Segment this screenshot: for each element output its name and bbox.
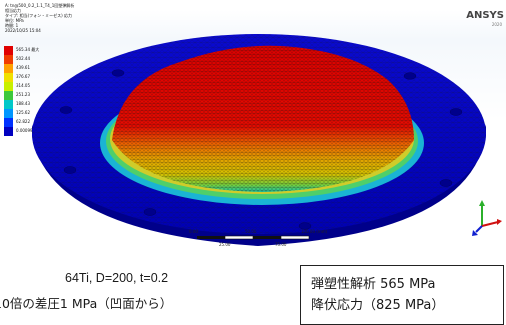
scale-label: 75.00 <box>275 242 287 247</box>
legend-swatch <box>4 46 13 55</box>
legend-swatch <box>4 55 13 64</box>
legend-swatch <box>4 127 13 136</box>
header-line-4: 単位: MPa <box>5 18 24 23</box>
header-line-5: 時間: 1 <box>5 23 19 28</box>
ansys-version: 2020 <box>491 22 502 27</box>
legend-swatch <box>4 118 13 127</box>
axis-triad[interactable] <box>470 198 504 238</box>
legend-label: 251.23 <box>16 92 30 97</box>
legend-label: 0.00099... 最小 <box>16 128 46 133</box>
scale-bar: 0.00 50.00 100.00 (mm) 25.00 75.00 <box>183 229 353 253</box>
legend-label: 565.34 最大 <box>16 47 40 52</box>
result-header: A: tn@500_0.2_1.1_T4_1回塑弾解析 相当応力 タイプ: 相当… <box>5 3 74 33</box>
legend-label: 314.05 <box>16 83 30 88</box>
result-box: 弾塑性解析 565 MPa 降伏応力（825 MPa） <box>300 265 504 325</box>
legend-swatch <box>4 109 13 118</box>
legend-swatch <box>4 91 13 100</box>
scale-label: 100.00 (mm) <box>301 229 328 234</box>
bolt-holes <box>59 69 463 230</box>
header-line-6: 2022/10/25 15:04 <box>5 28 41 33</box>
legend-label: 439.61 <box>16 65 30 70</box>
yield-stress: 降伏応力（825 MPa） <box>311 298 445 313</box>
caption-load: 10倍の差圧1 MPa（凹面から） <box>0 296 173 311</box>
header-line-1: A: tn@500_0.2_1.1_T4_1回塑弾解析 <box>5 3 75 8</box>
legend-swatch <box>4 64 13 73</box>
legend-swatch <box>4 73 13 82</box>
header-line-3: タイプ: 相当(フォン・ミーゼス) 応力 <box>5 13 73 18</box>
legend-label: 188.43 <box>16 101 30 106</box>
result-stress: 弾塑性解析 565 MPa <box>311 277 436 292</box>
legend-label: 125.62 <box>16 110 30 115</box>
scale-label: 0.00 <box>189 229 198 234</box>
ansys-logo: ANSYS <box>466 10 504 21</box>
scale-label: 25.00 <box>219 242 231 247</box>
legend-label: 502.44 <box>16 56 30 61</box>
legend-label: 376.67 <box>16 74 30 79</box>
scale-label: 50.00 <box>245 229 257 234</box>
graphics-viewport[interactable]: A: tn@500_0.2_1.1_T4_1回塑弾解析 相当応力 タイプ: 相当… <box>0 0 506 262</box>
caption-spec: 64Ti, D=200, t=0.2 <box>65 271 169 285</box>
header-line-2: 相当応力 <box>5 8 21 13</box>
legend-swatch <box>4 82 13 91</box>
model-view[interactable] <box>0 0 506 262</box>
legend-label: 62.822 <box>16 119 30 124</box>
legend-swatch <box>4 100 13 109</box>
